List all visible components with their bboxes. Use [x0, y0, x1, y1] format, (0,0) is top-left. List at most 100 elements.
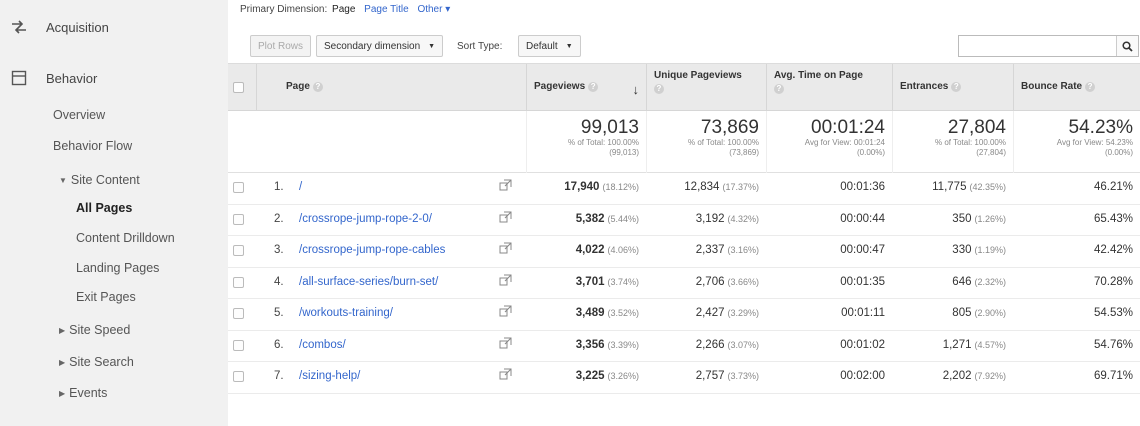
help-icon[interactable]: ?	[312, 82, 323, 92]
unique-pageviews-cell: 3,192 (4.32%)	[646, 213, 759, 225]
sidebar-section-behavior[interactable]: Behavior	[0, 67, 228, 89]
open-page-icon[interactable]	[499, 211, 513, 225]
row-number: 3.	[274, 244, 284, 256]
help-icon[interactable]: ?	[774, 84, 784, 94]
sidebar-item-site-speed-label: Site Speed	[69, 323, 131, 337]
entrances-value: 646	[952, 275, 972, 288]
header-entrances-label: Entrances	[900, 81, 949, 92]
page-link[interactable]: /	[299, 181, 303, 193]
header-pageviews[interactable]: Pageviews? ↓	[526, 64, 646, 112]
page-link[interactable]: /all-surface-series/burn-set/	[299, 275, 439, 288]
open-page-icon[interactable]	[499, 337, 513, 351]
row-checkbox[interactable]	[233, 276, 244, 288]
pageviews-value: 3,489	[575, 307, 605, 319]
acquisition-icon	[10, 18, 28, 36]
total-pageviews-value: 99,013	[580, 117, 639, 138]
row-checkbox[interactable]	[233, 371, 244, 382]
total-unique-pageviews-count: (73,869)	[729, 148, 759, 157]
total-pageviews-pct: % of Total: 100.00%	[567, 138, 639, 147]
entrances-pct: (4.57%)	[974, 339, 1006, 350]
row-number: 6.	[274, 338, 284, 351]
entrances-value: 805	[952, 307, 972, 319]
unique-pageviews-cell: 2,427 (3.29%)	[646, 307, 759, 319]
sort-descending-icon[interactable]: ↓	[632, 82, 640, 97]
sidebar-item-site-content[interactable]: ▼ Site Content	[59, 173, 140, 187]
open-page-icon[interactable]	[499, 305, 513, 319]
sort-type-dropdown[interactable]: Default ▼	[518, 35, 581, 57]
row-checkbox[interactable]	[233, 245, 244, 256]
row-checkbox[interactable]	[233, 339, 244, 351]
entrances-value: 1,271	[942, 338, 972, 351]
row-checkbox[interactable]	[233, 308, 244, 319]
sidebar-item-all-pages[interactable]: All Pages	[76, 201, 133, 215]
bounce-rate-cell: 54.53%	[1093, 307, 1133, 319]
help-icon[interactable]: ?	[951, 82, 962, 92]
row-number: 5.	[274, 307, 284, 319]
unique-pageviews-pct: (3.07%)	[727, 339, 759, 350]
sidebar-item-site-search-label: Site Search	[69, 355, 134, 369]
total-unique-pageviews: 73,869 % of Total: 100.00% (73,869)	[646, 111, 766, 173]
plot-rows-button[interactable]: Plot Rows	[250, 35, 312, 57]
secondary-dimension-dropdown[interactable]: Secondary dimension ▼	[316, 35, 444, 57]
unique-pageviews-cell: 2,706 (3.66%)	[646, 276, 759, 288]
page-link[interactable]: /crossrope-jump-rope-cables	[299, 244, 446, 256]
bounce-rate-cell: 65.43%	[1093, 212, 1133, 225]
table-row: 3. /crossrope-jump-rope-cables 4,022 (4.06%…	[228, 236, 1140, 268]
unique-pageviews-value: 3,192	[695, 212, 725, 225]
sidebar-item-site-speed[interactable]: ▶ Site Speed	[59, 323, 130, 337]
table-search-input[interactable]	[958, 35, 1139, 57]
help-icon[interactable]: ?	[588, 82, 599, 92]
select-all-checkbox[interactable]	[233, 82, 244, 93]
sidebar-item-landing-pages[interactable]: Landing Pages	[76, 261, 160, 275]
page-link[interactable]: /workouts-training/	[299, 307, 393, 319]
search-button[interactable]	[1116, 36, 1138, 56]
open-page-icon[interactable]	[499, 242, 513, 256]
pageviews-cell: 5,382 (5.44%)	[526, 213, 639, 225]
sidebar-item-overview[interactable]: Overview	[53, 108, 106, 122]
total-avg-time-value: 00:01:24	[811, 117, 885, 138]
dimension-page-title-link[interactable]: Page Title	[364, 4, 409, 15]
avg-time-cell: 00:02:00	[840, 370, 885, 382]
row-checkbox[interactable]	[233, 213, 244, 225]
bounce-rate-cell: 70.28%	[1093, 275, 1133, 288]
help-icon[interactable]: ?	[654, 84, 664, 94]
open-page-icon[interactable]	[499, 368, 513, 382]
total-bounce-rate-pct: (0.00%)	[1104, 148, 1133, 157]
help-icon[interactable]: ?	[1085, 82, 1096, 92]
sidebar-item-exit-pages[interactable]: Exit Pages	[76, 290, 136, 304]
entrances-value: 350	[952, 212, 972, 225]
header-avg-time[interactable]: Avg. Time on Page?	[766, 64, 892, 112]
dimension-page[interactable]: Page	[332, 4, 356, 15]
open-page-icon[interactable]	[499, 274, 513, 288]
open-page-icon[interactable]	[499, 179, 513, 193]
sidebar-item-events[interactable]: ▶ Events	[59, 386, 107, 400]
header-entrances[interactable]: Entrances?	[892, 64, 1013, 112]
pageviews-value: 17,940	[564, 181, 600, 193]
sidebar-item-site-search[interactable]: ▶ Site Search	[59, 355, 134, 369]
behavior-icon	[10, 69, 28, 87]
unique-pageviews-pct: (3.16%)	[727, 245, 759, 255]
entrances-cell: 805 (2.90%)	[892, 307, 1006, 319]
page-link[interactable]: /sizing-help/	[299, 370, 361, 382]
entrances-pct: (1.19%)	[974, 245, 1006, 255]
header-bounce-rate-label: Bounce Rate	[1021, 81, 1083, 92]
total-entrances-value: 27,804	[947, 117, 1006, 138]
unique-pageviews-cell: 12,834 (17.37%)	[646, 181, 759, 193]
page-link[interactable]: /crossrope-jump-rope-2-0/	[299, 212, 432, 225]
header-bounce-rate[interactable]: Bounce Rate?	[1013, 64, 1140, 112]
sort-type-label: Sort Type:	[457, 41, 503, 52]
entrances-cell: 646 (2.32%)	[892, 276, 1006, 288]
avg-time-cell: 00:01:35	[840, 275, 885, 288]
total-avg-time-avg: Avg for View: 00:01:24	[804, 138, 885, 147]
sidebar-section-acquisition[interactable]: Acquisition	[0, 16, 228, 38]
sidebar-item-content-drilldown[interactable]: Content Drilldown	[76, 231, 175, 245]
page-link[interactable]: /combos/	[299, 338, 346, 351]
row-checkbox[interactable]	[233, 182, 244, 193]
dimension-other-link[interactable]: Other ▾	[417, 4, 451, 15]
header-page[interactable]: Page?	[256, 64, 526, 112]
unique-pageviews-cell: 2,337 (3.16%)	[646, 244, 759, 256]
total-bounce-rate-avg: Avg for View: 54.23%	[1056, 138, 1133, 147]
sidebar-item-behavior-flow[interactable]: Behavior Flow	[53, 139, 133, 153]
header-unique-pageviews[interactable]: Unique Pageviews?	[646, 64, 766, 112]
primary-dimension-label: Primary Dimension:	[240, 4, 328, 15]
